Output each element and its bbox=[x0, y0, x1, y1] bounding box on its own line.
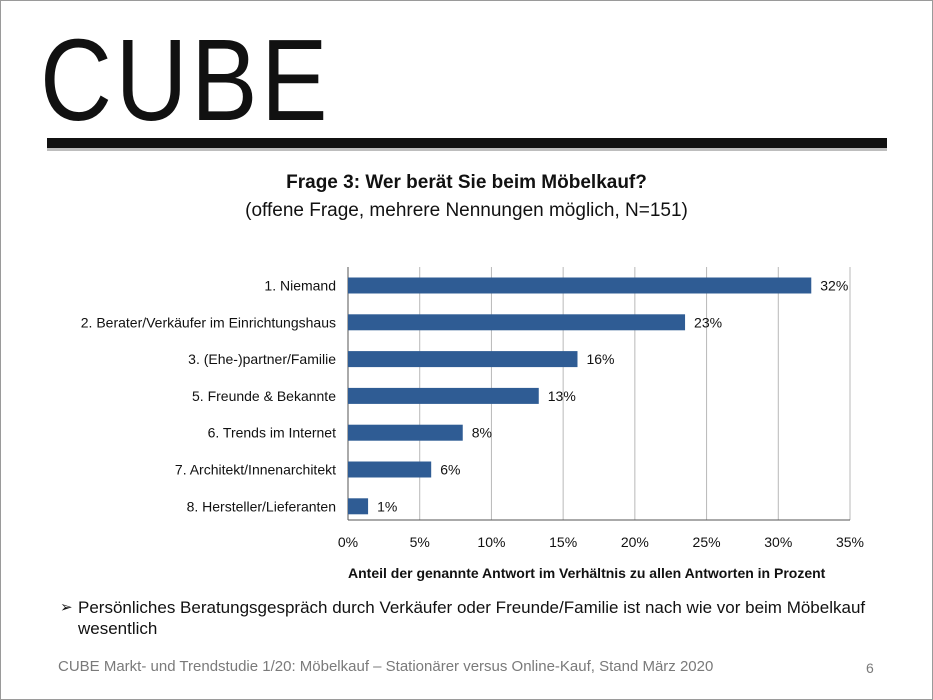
x-tick-label: 20% bbox=[621, 534, 649, 550]
bar bbox=[348, 351, 578, 368]
category-label: 5. Freunde & Bekannte bbox=[192, 388, 336, 404]
x-axis-label: Anteil der genannte Antwort im Verhältni… bbox=[348, 565, 826, 581]
bullet-point: ➢ Persönliches Beratungsgespräch durch V… bbox=[60, 597, 880, 639]
bar bbox=[348, 387, 539, 404]
category-label: 8. Hersteller/Lieferanten bbox=[187, 498, 336, 514]
x-tick-label: 25% bbox=[693, 534, 721, 550]
chart-title: Frage 3: Wer berät Sie beim Möbelkauf? bbox=[286, 172, 647, 193]
chart-subtitle: (offene Frage, mehrere Nennungen möglich… bbox=[245, 200, 688, 221]
x-tick-label: 15% bbox=[549, 534, 577, 550]
bar-chart: 0% 5% 10% 15% 20% 25% 30% 35% 1. Niemand 32% 2. Be… bbox=[81, 267, 864, 550]
cube-logo: CUBE bbox=[40, 15, 331, 145]
x-tick-label: 35% bbox=[836, 534, 864, 550]
category-label: 3. (Ehe-)partner/Familie bbox=[188, 351, 336, 367]
bar bbox=[348, 461, 432, 478]
page-number: 6 bbox=[866, 660, 874, 676]
header-rule bbox=[47, 138, 887, 148]
data-label: 1% bbox=[377, 498, 397, 514]
category-label: 7. Architekt/Innenarchitekt bbox=[175, 462, 336, 478]
data-label: 8% bbox=[472, 425, 492, 441]
data-label: 13% bbox=[548, 388, 576, 404]
arrow-bullet-icon: ➢ bbox=[60, 599, 73, 616]
data-label: 6% bbox=[440, 462, 460, 478]
bar bbox=[348, 424, 463, 441]
x-tick-label: 0% bbox=[338, 534, 358, 550]
category-label: 6. Trends im Internet bbox=[208, 425, 337, 441]
bar bbox=[348, 314, 686, 331]
data-label: 32% bbox=[820, 278, 848, 294]
bar bbox=[348, 498, 369, 515]
bullet-text: Persönliches Beratungsgespräch durch Ver… bbox=[78, 598, 866, 638]
x-tick-label: 30% bbox=[764, 534, 792, 550]
bar bbox=[348, 277, 812, 294]
data-label: 23% bbox=[694, 314, 722, 330]
header-rule-shadow bbox=[47, 148, 887, 151]
x-tick-label: 5% bbox=[410, 534, 430, 550]
footer-source: CUBE Markt- und Trendstudie 1/20: Möbelk… bbox=[58, 658, 714, 675]
x-tick-label: 10% bbox=[477, 534, 505, 550]
category-label: 2. Berater/Verkäufer im Einrichtungshaus bbox=[81, 314, 336, 330]
category-label: 1. Niemand bbox=[264, 278, 336, 294]
data-label: 16% bbox=[586, 351, 614, 367]
